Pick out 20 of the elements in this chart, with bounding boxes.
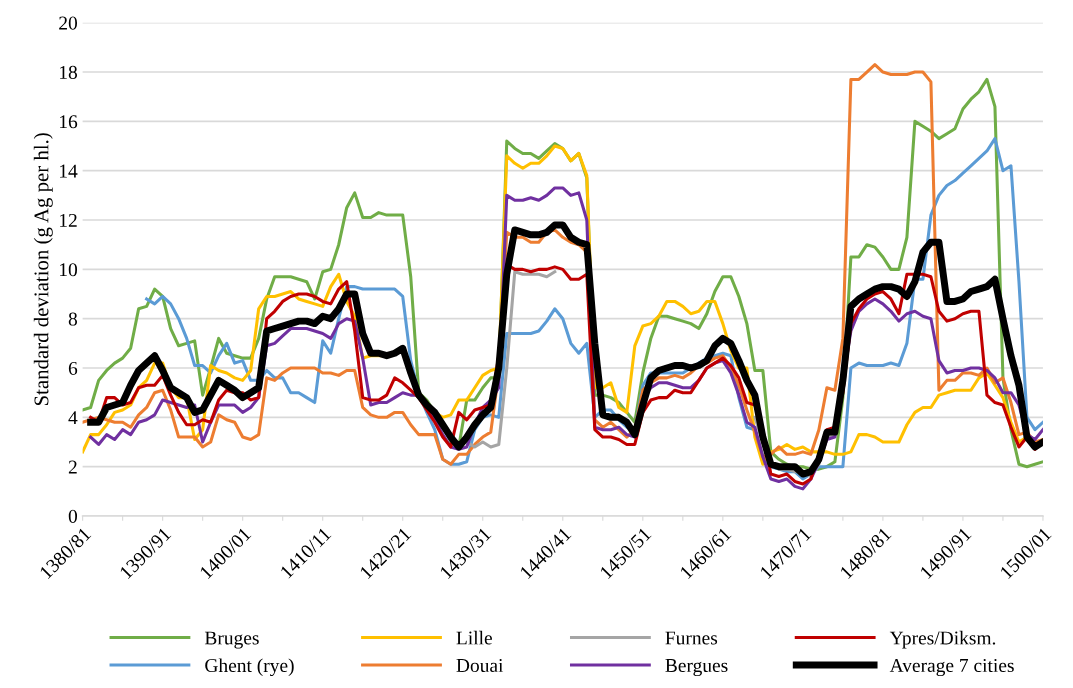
y-tick-label: 4 (68, 411, 78, 425)
legend-label: Ypres/Diksm. (889, 630, 996, 649)
y-tick-label: 6 (68, 361, 78, 375)
y-tick-label: 8 (68, 312, 78, 326)
y-tick-label: 18 (60, 65, 78, 79)
legend-label: Ghent (rye) (205, 658, 294, 677)
legend-label: Douai (456, 658, 504, 673)
y-tick-label: 12 (60, 213, 77, 227)
y-tick-label: 0 (68, 509, 78, 523)
y-axis-title: Standard deviation (g Ag per hl.) (33, 133, 53, 406)
y-tick-label: 2 (68, 460, 77, 474)
y-tick-label: 14 (60, 164, 78, 178)
y-tick-label: 20 (59, 16, 78, 30)
y-tick-label: 10 (60, 263, 78, 277)
y-tick-label: 16 (60, 115, 78, 129)
legend-label: Average 7 cities (889, 658, 1014, 677)
legend-label: Bergues (665, 659, 728, 677)
legend-label: Lille (456, 630, 492, 645)
legend-label: Furnes (665, 631, 718, 645)
legend-label: Bruges (204, 631, 259, 649)
